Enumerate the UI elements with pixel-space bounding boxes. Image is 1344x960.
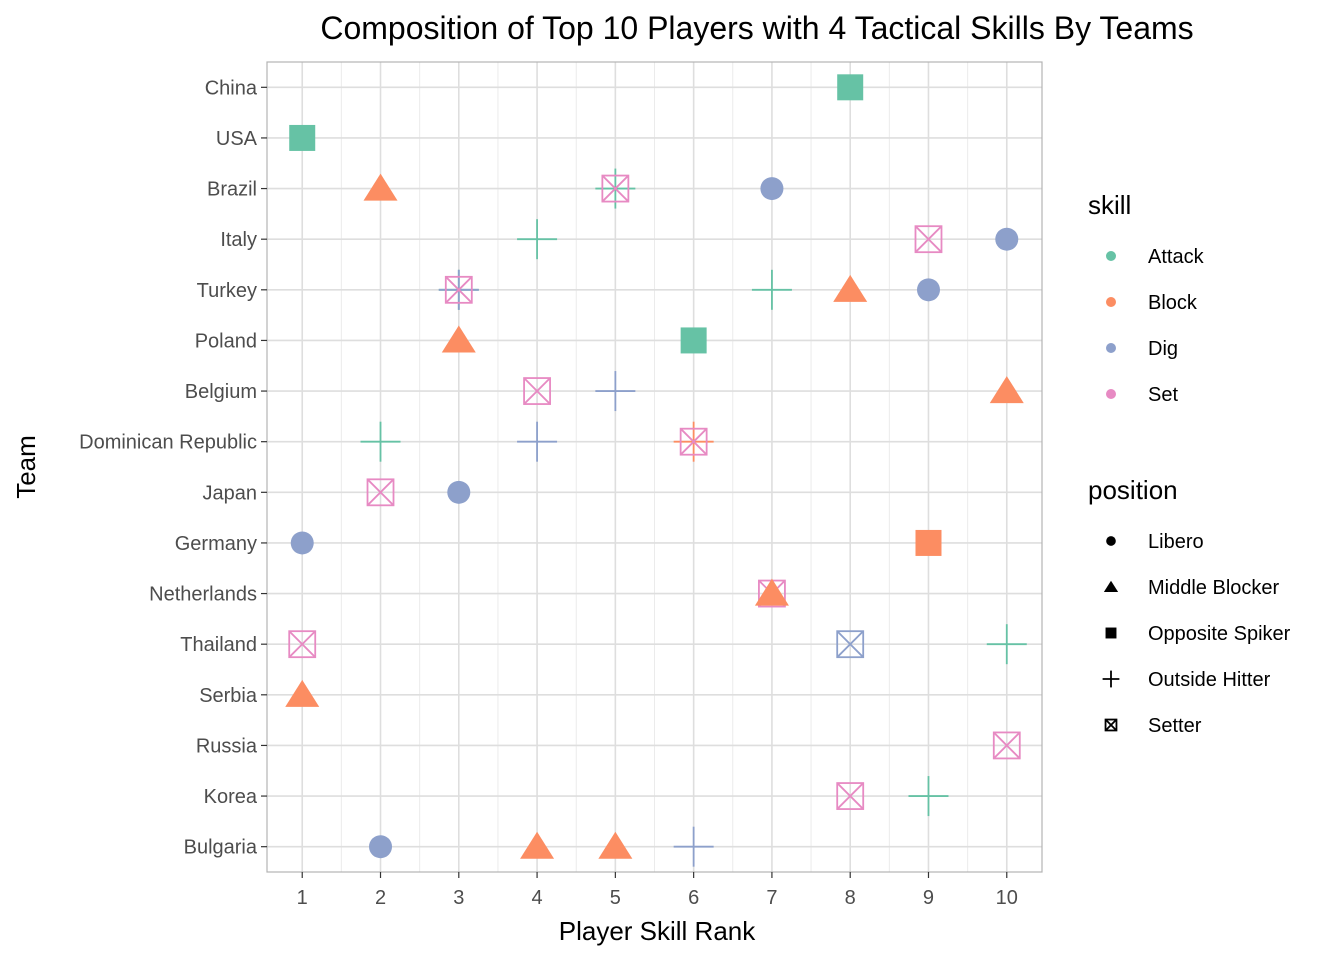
data-point-italy-9-set xyxy=(914,225,943,254)
y-tick-label: Italy xyxy=(220,229,257,251)
legend-position-key xyxy=(1103,580,1119,593)
data-point-japan-3-dig xyxy=(447,480,471,504)
data-point-germany-9-block xyxy=(915,529,942,556)
data-point-turkey-9-dig xyxy=(916,278,940,302)
y-tick-label: USA xyxy=(216,128,258,150)
data-point-dominican-republic-4-dig xyxy=(517,421,558,462)
legend-skill-key xyxy=(1106,343,1116,353)
x-tick-label: 10 xyxy=(996,887,1018,909)
data-point-turkey-8-block xyxy=(833,274,868,302)
data-point-turkey-3-set xyxy=(444,275,473,304)
data-point-poland-6-attack xyxy=(680,327,707,354)
legend-position-label: Opposite Spiker xyxy=(1148,623,1291,645)
data-point-brazil-5-set xyxy=(601,174,630,203)
data-point-brazil-2-block xyxy=(363,173,398,201)
legend-skill-key xyxy=(1106,251,1116,261)
data-point-dominican-republic-6-set xyxy=(679,427,708,456)
legend-position-key xyxy=(1105,627,1117,639)
grid-layer xyxy=(267,62,1042,872)
legend-position-title: position xyxy=(1088,475,1178,505)
x-tick-label: 8 xyxy=(845,887,856,909)
legend-position-key xyxy=(1106,536,1116,546)
data-point-bulgaria-5-block xyxy=(598,831,633,859)
data-point-italy-4-attack xyxy=(517,219,558,260)
legend-position: position Libero Middle Blocker Opposite Sp… xyxy=(1088,475,1291,737)
legend-skill: skill Attack Block Dig Set xyxy=(1088,190,1205,406)
legend-position-key xyxy=(1104,718,1118,732)
legend-skill-title: skill xyxy=(1088,190,1131,220)
x-axis-title: Player Skill Rank xyxy=(559,916,757,946)
data-point-dominican-republic-2-attack xyxy=(360,421,401,462)
points-layer xyxy=(285,74,1027,867)
data-point-netherlands-7-block xyxy=(754,578,789,606)
y-tick-label: Korea xyxy=(204,786,258,808)
legend-skill-label: Attack xyxy=(1148,246,1205,268)
legend-position-key xyxy=(1102,670,1120,688)
data-point-italy-10-dig xyxy=(995,227,1019,251)
x-tick-label: 2 xyxy=(375,887,386,909)
legend-skill-key xyxy=(1106,389,1116,399)
data-point-germany-1-dig xyxy=(290,531,314,555)
y-tick-label: Bulgaria xyxy=(184,837,258,859)
data-point-turkey-7-attack xyxy=(751,269,792,310)
y-tick-label: Serbia xyxy=(199,685,258,707)
data-point-belgium-5-dig xyxy=(595,371,636,412)
x-tick-label: 4 xyxy=(532,887,543,909)
y-tick-label: Germany xyxy=(175,533,257,555)
data-point-russia-10-set xyxy=(992,731,1021,760)
data-point-belgium-4-set xyxy=(523,377,551,405)
x-tick-label: 9 xyxy=(923,887,934,909)
chart-title: Composition of Top 10 Players with 4 Tac… xyxy=(320,10,1193,46)
y-axis-title: Team xyxy=(11,435,41,499)
x-axis-ticks: 1 2 3 4 5 6 7 8 9 10 xyxy=(297,872,1018,909)
x-tick-label: 6 xyxy=(688,887,699,909)
panel-border xyxy=(266,61,1043,873)
data-point-poland-3-block xyxy=(441,325,476,353)
y-tick-label: Thailand xyxy=(180,634,257,656)
data-point-usa-1-attack xyxy=(289,124,316,151)
data-point-serbia-1-block xyxy=(285,679,320,707)
data-point-korea-9-attack xyxy=(908,776,949,817)
x-tick-label: 5 xyxy=(610,887,621,909)
data-point-thailand-8-dig xyxy=(836,630,865,659)
y-axis-ticks: China USA Brazil Italy Turkey Poland Belgium Do… xyxy=(79,77,267,859)
legend-skill-label: Block xyxy=(1148,292,1198,314)
data-point-thailand-1-set xyxy=(288,630,317,659)
data-point-thailand-10-attack xyxy=(986,624,1027,665)
data-point-brazil-7-dig xyxy=(760,177,784,201)
y-tick-label: China xyxy=(205,77,258,99)
y-tick-label: Netherlands xyxy=(149,584,257,606)
y-tick-label: Japan xyxy=(203,482,258,504)
data-point-korea-8-set xyxy=(836,782,865,810)
legend-skill-label: Dig xyxy=(1148,338,1178,360)
y-tick-label: Brazil xyxy=(207,179,257,201)
y-tick-label: Poland xyxy=(195,330,257,352)
legend-skill-key xyxy=(1106,297,1116,307)
legend-position-label: Outside Hitter xyxy=(1148,669,1271,691)
y-tick-label: Belgium xyxy=(185,381,257,403)
y-tick-label: Russia xyxy=(196,735,258,757)
y-tick-label: Turkey xyxy=(197,280,257,302)
x-tick-label: 3 xyxy=(453,887,464,909)
legend-position-label: Setter xyxy=(1148,715,1202,737)
legend-position-label: Libero xyxy=(1148,531,1204,553)
data-point-china-8-attack xyxy=(837,74,864,101)
data-point-bulgaria-6-dig xyxy=(673,826,714,867)
x-tick-label: 7 xyxy=(766,887,777,909)
data-point-bulgaria-4-block xyxy=(520,831,555,859)
legend-skill-label: Set xyxy=(1148,384,1178,406)
data-point-belgium-10-block xyxy=(989,376,1024,404)
y-tick-label: Dominican Republic xyxy=(79,432,257,454)
data-point-japan-2-set xyxy=(366,478,395,507)
data-point-bulgaria-2-dig xyxy=(369,835,393,859)
x-tick-label: 1 xyxy=(297,887,308,909)
legend-position-label: Middle Blocker xyxy=(1148,577,1280,599)
